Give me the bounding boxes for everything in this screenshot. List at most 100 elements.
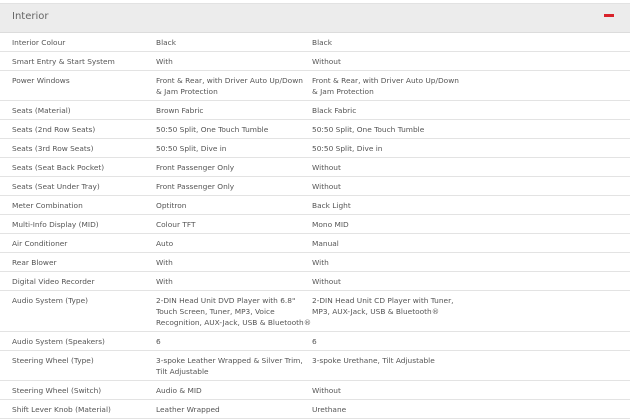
value-line: Manual [312,239,339,248]
spec-label: Smart Entry & Start System [12,57,115,66]
table-row: Seats (Material) Brown Fabric Black Fabric [0,101,630,120]
variant-2-value: Mono MID [312,219,468,230]
value-line: Tilt Adjustable [156,367,209,376]
variant-1-value: Optitron [156,200,312,211]
variant-1-value: Front Passenger Only [156,181,312,192]
spec-label: Steering Wheel (Type) [12,356,94,365]
table-row: Digital Video Recorder With Without [0,272,630,291]
value-line: 50:50 Split, One Touch Tumble [156,125,269,134]
table-row: Audio System (Type) 2-DIN Head Unit DVD P… [0,291,630,332]
table-row: Audio System (Speakers) 6 6 [0,332,630,351]
variant-2-value: Manual [312,238,468,249]
value-line: 3-spoke Leather Wrapped & Silver Trim, [156,356,303,365]
spec-label: Seats (Seat Back Pocket) [12,163,105,172]
variant-1-value: Front Passenger Only [156,162,312,173]
value-line: Colour TFT [156,220,196,229]
value-line: With [156,258,173,267]
variant-2-value: Without [312,162,468,173]
variant-2-value: 6 [312,336,468,347]
table-row: Seats (Seat Back Pocket) Front Passenger … [0,158,630,177]
spec-label: Seats (2nd Row Seats) [12,125,96,134]
variant-1-value: 50:50 Split, Dive in [156,143,312,154]
section-header-interior[interactable]: Interior [0,3,630,33]
value-line: Auto [156,239,174,248]
spec-label: Shift Lever Knob (Material) [12,405,111,414]
value-line: Black [312,38,332,47]
variant-1-value: 50:50 Split, One Touch Tumble [156,124,312,135]
variant-1-value: 6 [156,336,312,347]
variant-1-value: Auto [156,238,312,249]
value-line: Without [312,182,341,191]
spec-label: Power Windows [12,76,70,85]
value-line: Recognition, AUX-Jack, USB & Bluetooth® [156,318,312,327]
variant-1-value: Black [156,37,312,48]
variant-2-value: Without [312,56,468,67]
spec-label: Seats (Material) [12,106,71,115]
table-row: Seats (Seat Under Tray) Front Passenger O… [0,177,630,196]
table-row: Multi-Info Display (MID) Colour TFT Mono M… [0,215,630,234]
value-line: Without [312,277,341,286]
value-line: 6 [156,337,161,346]
spec-label: Rear Blower [12,258,57,267]
variant-1-value: Front & Rear, with Driver Auto Up/Down & … [156,75,312,97]
table-row: Interior Colour Black Black [0,33,630,52]
variant-1-value: Colour TFT [156,219,312,230]
variant-2-value: Black [312,37,468,48]
value-line: MP3, AUX-Jack, USB & Bluetooth® [312,307,440,316]
value-line: 2-DIN Head Unit CD Player with Tuner, [312,296,454,305]
variant-2-value: Black Fabric [312,105,468,116]
value-line: Without [312,386,341,395]
table-row: Seats (3rd Row Seats) 50:50 Split, Dive i… [0,139,630,158]
spec-label: Digital Video Recorder [12,277,95,286]
variant-2-value: 2-DIN Head Unit CD Player with Tuner, MP3… [312,295,468,328]
value-line: 50:50 Split, Dive in [156,144,227,153]
variant-2-value: 3-spoke Urethane, Tilt Adjustable [312,355,468,377]
variant-2-value: Urethane [312,404,468,415]
variant-1-value: 3-spoke Leather Wrapped & Silver Trim, Ti… [156,355,312,377]
value-line: Without [312,57,341,66]
value-line: Optitron [156,201,187,210]
variant-2-value: 50:50 Split, One Touch Tumble [312,124,468,135]
spec-label: Steering Wheel (Switch) [12,386,102,395]
table-row: Steering Wheel (Switch) Audio & MID Withou… [0,381,630,400]
minus-icon[interactable] [604,14,614,17]
variant-1-value: Audio & MID [156,385,312,396]
value-line: Black Fabric [312,106,357,115]
value-line: Leather Wrapped [156,405,220,414]
variant-1-value: With [156,276,312,287]
value-line: & Jam Protection [156,87,218,96]
value-line: With [312,258,329,267]
variant-2-value: Back Light [312,200,468,211]
value-line: With [156,277,173,286]
spec-label: Audio System (Type) [12,296,89,305]
value-line: 50:50 Split, Dive in [312,144,383,153]
variant-1-value: Leather Wrapped [156,404,312,415]
spec-rows: Interior Colour Black Black Smart Entry & S… [0,33,630,419]
variant-1-value: With [156,56,312,67]
variant-2-value: Without [312,385,468,396]
variant-1-value: 2-DIN Head Unit DVD Player with 6.8" Touc… [156,295,312,328]
value-line: Brown Fabric [156,106,204,115]
variant-2-value: With [312,257,468,268]
table-row: Shift Lever Knob (Material) Leather Wrapp… [0,400,630,419]
table-row: Steering Wheel (Type) 3-spoke Leather Wra… [0,351,630,381]
value-line: Back Light [312,201,351,210]
variant-2-value: Front & Rear, with Driver Auto Up/Down & … [312,75,468,97]
spec-label: Seats (3rd Row Seats) [12,144,94,153]
spec-label: Interior Colour [12,38,66,47]
value-line: Front Passenger Only [156,182,235,191]
value-line: Front & Rear, with Driver Auto Up/Down [312,76,459,85]
table-row: Power Windows Front & Rear, with Driver A… [0,71,630,101]
spec-label: Air Conditioner [12,239,68,248]
value-line: & Jam Protection [312,87,374,96]
table-row: Rear Blower With With [0,253,630,272]
variant-2-value: 50:50 Split, Dive in [312,143,468,154]
spec-label: Multi-Info Display (MID) [12,220,99,229]
value-line: 2-DIN Head Unit DVD Player with 6.8" [156,296,296,305]
variant-1-value: With [156,257,312,268]
value-line: Black [156,38,176,47]
section-title: Interior [12,11,49,22]
table-row: Meter Combination Optitron Back Light [0,196,630,215]
variant-2-value: Without [312,276,468,287]
